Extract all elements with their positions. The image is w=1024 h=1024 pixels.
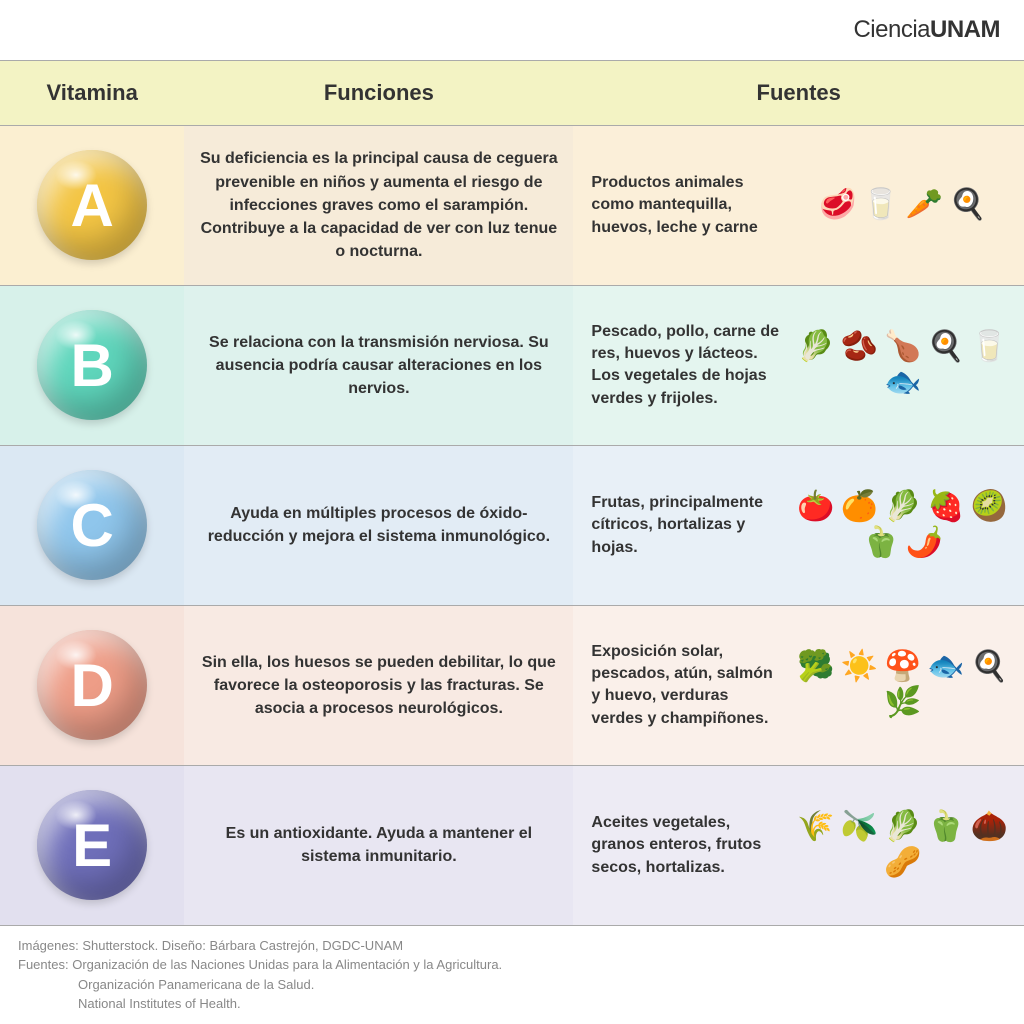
food-icon: 🍄 — [884, 652, 921, 682]
cell-funciones: Es un antioxidante. Ayuda a mantener el … — [184, 765, 573, 925]
cell-vitamina: D — [0, 605, 184, 765]
col-header-fuentes: Fuentes — [573, 61, 1024, 126]
food-icon: 🌿 — [884, 688, 921, 718]
fuentes-text: Productos animales como mantequilla, hue… — [583, 172, 781, 239]
cell-funciones: Ayuda en múltiples procesos de óxido-red… — [184, 445, 573, 605]
food-icon: 🐟 — [927, 652, 964, 682]
food-icon: 🍓 — [927, 492, 964, 522]
table-row: C Ayuda en múltiples procesos de óxido-re… — [0, 445, 1024, 605]
vitamin-sphere-icon: D — [37, 630, 147, 740]
cell-vitamina: E — [0, 765, 184, 925]
food-icon: 🍊 — [841, 492, 878, 522]
cell-funciones: Su deficiencia es la principal causa de … — [184, 125, 573, 285]
food-icon: 🍳 — [927, 332, 964, 362]
food-icon: 🫑 — [927, 812, 964, 842]
food-icon: 🍗 — [884, 332, 921, 362]
cell-fuentes: Aceites vegetales, granos enteros, fruto… — [573, 765, 1024, 925]
col-header-funciones: Funciones — [184, 61, 573, 126]
table-row: A Su deficiencia es la principal causa de… — [0, 125, 1024, 285]
footer: Imágenes: Shutterstock. Diseño: Bárbara … — [0, 926, 1024, 1014]
vitamin-sphere-icon: B — [37, 310, 147, 420]
col-header-vitamina: Vitamina — [0, 61, 184, 126]
cell-funciones: Se relaciona con la transmisión nerviosa… — [184, 285, 573, 445]
cell-vitamina: C — [0, 445, 184, 605]
cell-funciones: Sin ella, los huesos se pueden debilitar… — [184, 605, 573, 765]
cell-fuentes: Productos animales como mantequilla, hue… — [573, 125, 1024, 285]
food-icon: 🥦 — [797, 652, 834, 682]
footer-source-1: Organización Panamericana de la Salud. — [18, 975, 1006, 995]
footer-sources-label: Fuentes: — [18, 957, 69, 972]
food-icon: 🍅 — [797, 492, 834, 522]
cell-fuentes: Frutas, principalmente cítricos, hortali… — [573, 445, 1024, 605]
food-icon: 🥬 — [884, 812, 921, 842]
food-icon: 🥛 — [971, 332, 1008, 362]
food-icon: 🥩 — [819, 190, 856, 220]
food-icon: 🥜 — [884, 848, 921, 878]
food-icon: 🥬 — [884, 492, 921, 522]
food-icon: 🌾 — [797, 812, 834, 842]
vitamin-sphere-icon: A — [37, 150, 147, 260]
footer-sources: Fuentes: Organización de las Naciones Un… — [18, 955, 1006, 1014]
cell-fuentes: Exposición solar, pescados, atún, salmón… — [573, 605, 1024, 765]
fuentes-icons: 🍅🍊🥬🍓🥝 🫑🌶️ — [791, 492, 1014, 558]
food-icon: 🫒 — [841, 812, 878, 842]
table-row: B Se relaciona con la transmisión nervios… — [0, 285, 1024, 445]
footer-source-0: Organización de las Naciones Unidas para… — [72, 957, 502, 972]
food-icon: 🥬 — [797, 332, 834, 362]
fuentes-icons: 🥬🫘🍗🍳🥛 🐟 — [791, 332, 1014, 398]
food-icon: 🍳 — [971, 652, 1008, 682]
food-icon: 🥝 — [971, 492, 1008, 522]
food-icon: 🍳 — [949, 190, 986, 220]
logo-bold: UNAM — [930, 16, 1000, 43]
logo: CienciaUNAM — [853, 16, 1000, 44]
vitamin-sphere-icon: C — [37, 470, 147, 580]
food-icon: ☀️ — [841, 652, 878, 682]
cell-vitamina: A — [0, 125, 184, 285]
cell-vitamina: B — [0, 285, 184, 445]
table-header: Vitamina Funciones Fuentes — [0, 61, 1024, 126]
vitamins-table: Vitamina Funciones Fuentes A Su deficienc… — [0, 60, 1024, 926]
logo-bar: CienciaUNAM — [0, 0, 1024, 60]
footer-credits: Imágenes: Shutterstock. Diseño: Bárbara … — [18, 936, 1006, 956]
fuentes-text: Pescado, pollo, carne de res, huevos y l… — [583, 321, 781, 411]
fuentes-text: Frutas, principalmente cítricos, hortali… — [583, 492, 781, 559]
logo-light: Ciencia — [853, 16, 930, 43]
food-icon: 🫘 — [841, 332, 878, 362]
food-icon: 🐟 — [884, 368, 921, 398]
cell-fuentes: Pescado, pollo, carne de res, huevos y l… — [573, 285, 1024, 445]
food-icon: 🫑 — [862, 528, 899, 558]
vitamin-sphere-icon: E — [37, 790, 147, 900]
food-icon: 🥕 — [906, 190, 943, 220]
footer-source-2: National Institutes of Health. — [18, 994, 1006, 1014]
table-row: E Es un antioxidante. Ayuda a mantener el… — [0, 765, 1024, 925]
table-row: D Sin ella, los huesos se pueden debilita… — [0, 605, 1024, 765]
fuentes-icons: 🥩🥛🥕🍳 — [791, 190, 1014, 220]
fuentes-text: Aceites vegetales, granos enteros, fruto… — [583, 812, 781, 879]
fuentes-icons: 🥦☀️🍄🐟🍳 🌿 — [791, 652, 1014, 718]
fuentes-icons: 🌾🫒🥬🫑🌰 🥜 — [791, 812, 1014, 878]
food-icon: 🌰 — [971, 812, 1008, 842]
food-icon: 🥛 — [862, 190, 899, 220]
fuentes-text: Exposición solar, pescados, atún, salmón… — [583, 641, 781, 731]
food-icon: 🌶️ — [906, 528, 943, 558]
